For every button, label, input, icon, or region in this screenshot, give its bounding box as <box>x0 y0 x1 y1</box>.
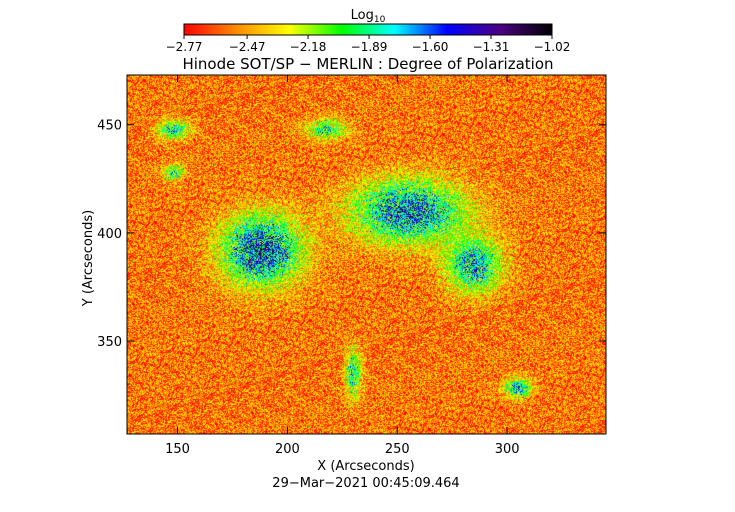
colorbar-tick-label: −2.47 <box>229 40 266 54</box>
colorbar-gradient <box>183 23 553 36</box>
colorbar-tick-label: −2.77 <box>166 40 203 54</box>
x-tick-label: 250 <box>385 442 410 457</box>
colorbar-ticks: −2.77 −2.47 −2.18 −1.89 −1.60 −1.31 −1.02 <box>166 35 571 54</box>
y-tick-label: 400 <box>97 227 122 242</box>
colorbar-tick-label: −1.02 <box>534 40 571 54</box>
colorbar-tick-label: −1.60 <box>412 40 449 54</box>
x-tick-label: 200 <box>275 442 300 457</box>
colorbar-tick-label: −1.31 <box>473 40 510 54</box>
x-axis-label: X (Arcseconds) <box>317 459 414 474</box>
y-axis-label: Y (Arcseconds) <box>81 210 96 307</box>
y-tick-label: 450 <box>97 119 122 134</box>
x-axis: 150 200 250 300 <box>165 75 520 457</box>
plot-area <box>126 74 607 435</box>
polarization-image <box>127 75 606 434</box>
x-tick-label: 150 <box>165 442 190 457</box>
chart-title: Hinode SOT/SP − MERLIN : Degree of Polar… <box>182 55 553 73</box>
plot-frame <box>126 74 607 435</box>
y-axis: 350 400 450 <box>97 119 606 350</box>
colorbar-tick-label: −2.18 <box>290 40 327 54</box>
colorbar-tick-label: −1.89 <box>351 40 388 54</box>
y-tick-label: 350 <box>97 335 122 350</box>
colorbar <box>183 23 553 36</box>
timestamp: 29−Mar−2021 00:45:09.464 <box>272 476 459 491</box>
colorbar-label: Log10 <box>351 8 386 25</box>
x-tick-label: 300 <box>495 442 520 457</box>
